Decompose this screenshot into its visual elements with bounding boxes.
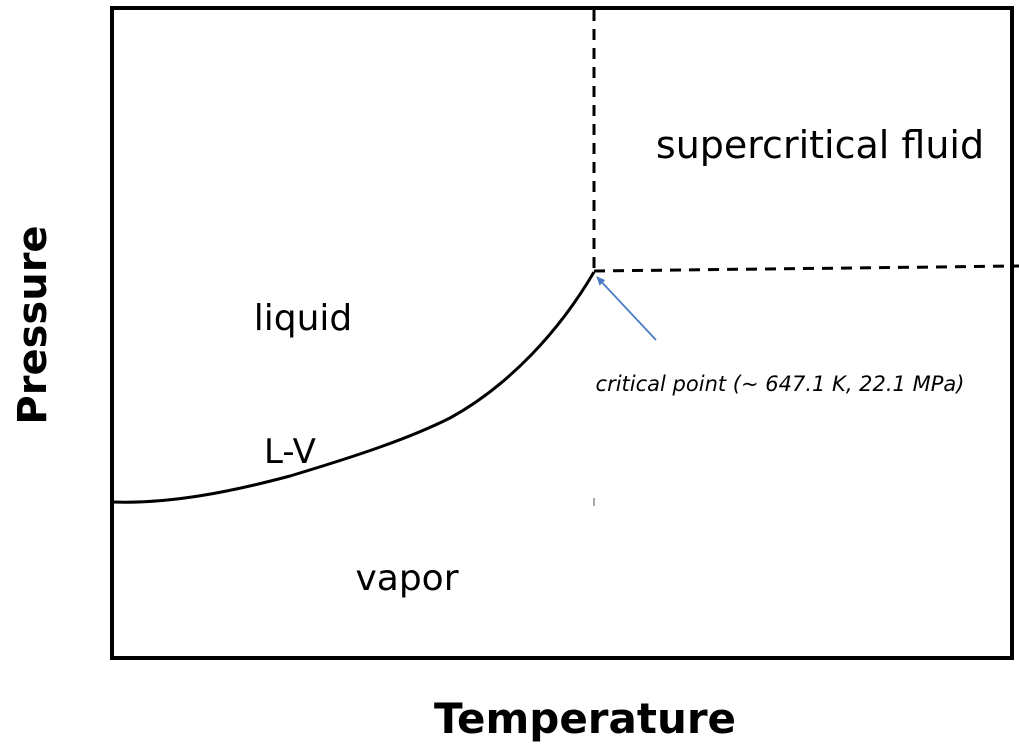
annotation-text: critical point (~ 647.1 K, 22.1 MPa) xyxy=(596,372,965,396)
x-axis-label: Temperature xyxy=(434,694,736,743)
annotation-arrow xyxy=(596,276,657,341)
plot-frame xyxy=(110,6,1014,660)
region-label: vapor xyxy=(355,558,458,599)
y-axis-label: Pressure xyxy=(10,225,56,424)
liquid-vapor-curve xyxy=(111,271,596,504)
critical-pressure-line xyxy=(593,264,1019,273)
region-label: supercritical fluid xyxy=(656,123,984,167)
region-label: liquid xyxy=(254,298,353,339)
curve-label: L-V xyxy=(264,432,316,472)
